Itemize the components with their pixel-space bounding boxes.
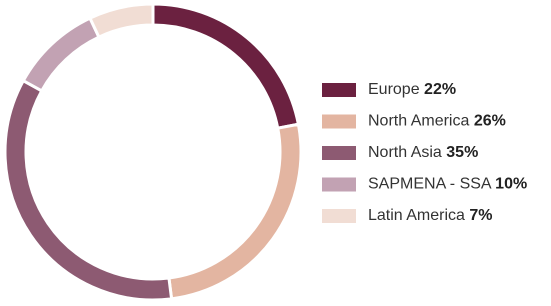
legend-name: SAPMENA - SSA [368, 176, 492, 193]
legend-value: 7% [469, 207, 492, 224]
legend-label: North America 26% [368, 113, 506, 130]
legend-swatch [322, 83, 356, 97]
donut-segment [3, 78, 174, 302]
legend-name: North Asia [368, 144, 442, 161]
legend-swatch [322, 146, 356, 160]
donut-segment [151, 2, 301, 130]
legend-label: North Asia 35% [368, 144, 478, 161]
legend-value: 10% [495, 176, 527, 193]
donut-segment [87, 2, 155, 40]
donut-segment [21, 16, 101, 93]
legend-name: Latin America [368, 207, 465, 224]
legend-value: 22% [424, 81, 456, 98]
legend-swatch [322, 177, 356, 192]
legend-value: 35% [446, 144, 478, 161]
legend-label: Europe 22% [368, 81, 456, 98]
legend-swatch [322, 209, 356, 223]
legend-label: SAPMENA - SSA 10% [368, 176, 527, 193]
legend-swatch [322, 114, 356, 129]
legend-value: 26% [474, 113, 506, 130]
legend-name: North America [368, 113, 469, 130]
donut-segment [167, 122, 303, 301]
legend-name: Europe [368, 81, 420, 98]
legend-label: Latin America 7% [368, 207, 493, 224]
